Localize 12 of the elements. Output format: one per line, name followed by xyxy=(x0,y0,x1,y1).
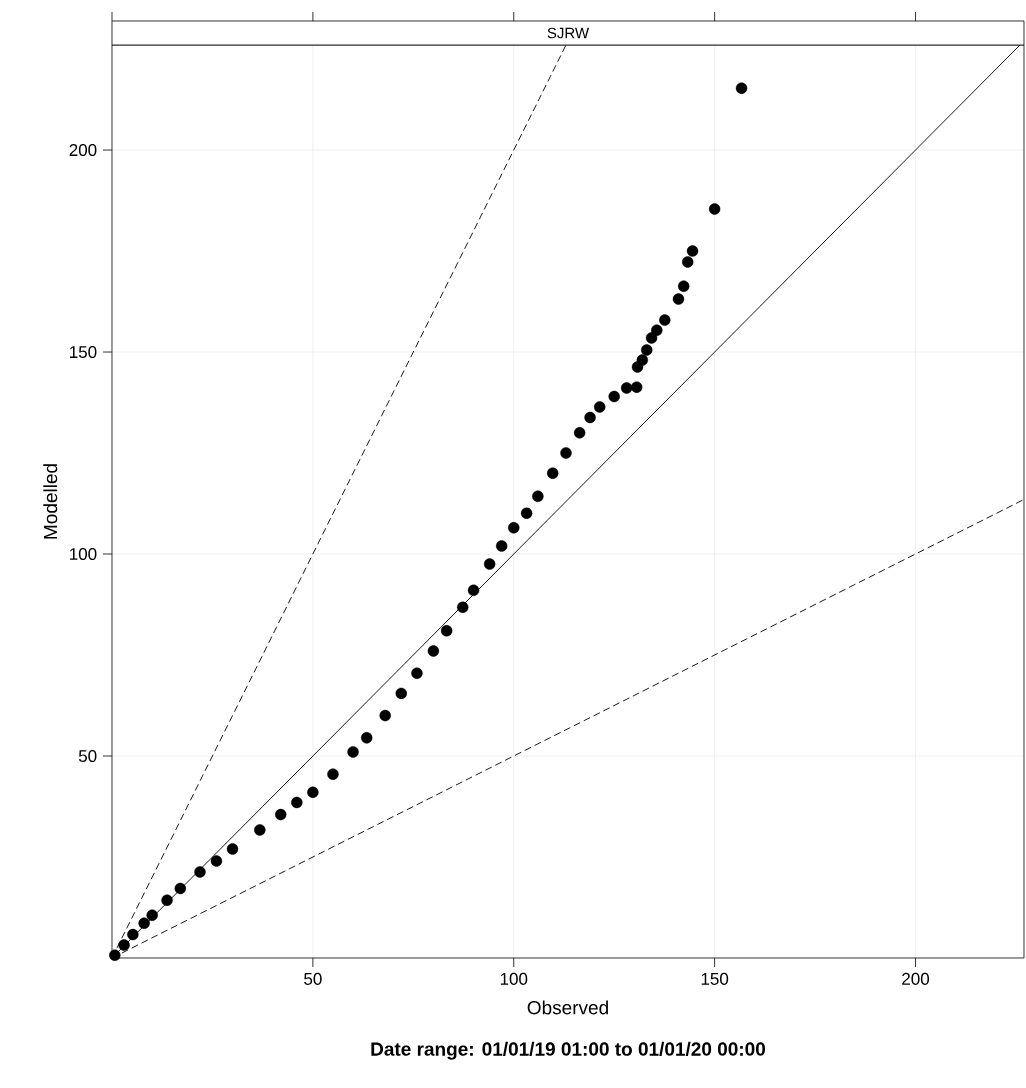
x-axis-title: Observed xyxy=(527,1000,608,1015)
y-axis-title: Modelled xyxy=(43,464,58,539)
x-tick-label: 150 xyxy=(701,972,729,985)
y-tick-label: 200 xyxy=(69,144,97,157)
x-tick-label: 200 xyxy=(902,972,930,985)
x-tick-label: 50 xyxy=(304,972,322,985)
y-tick-label: 50 xyxy=(78,749,97,763)
y-tick-label: 150 xyxy=(70,346,97,359)
x-tick-label: 100 xyxy=(500,972,528,985)
text: Date range: 01/01/19 01:00 to 01/01/20 00:00 xyxy=(371,1041,766,1060)
chart-title: SJRW xyxy=(547,27,590,39)
y-tick-label: 100 xyxy=(70,547,97,561)
